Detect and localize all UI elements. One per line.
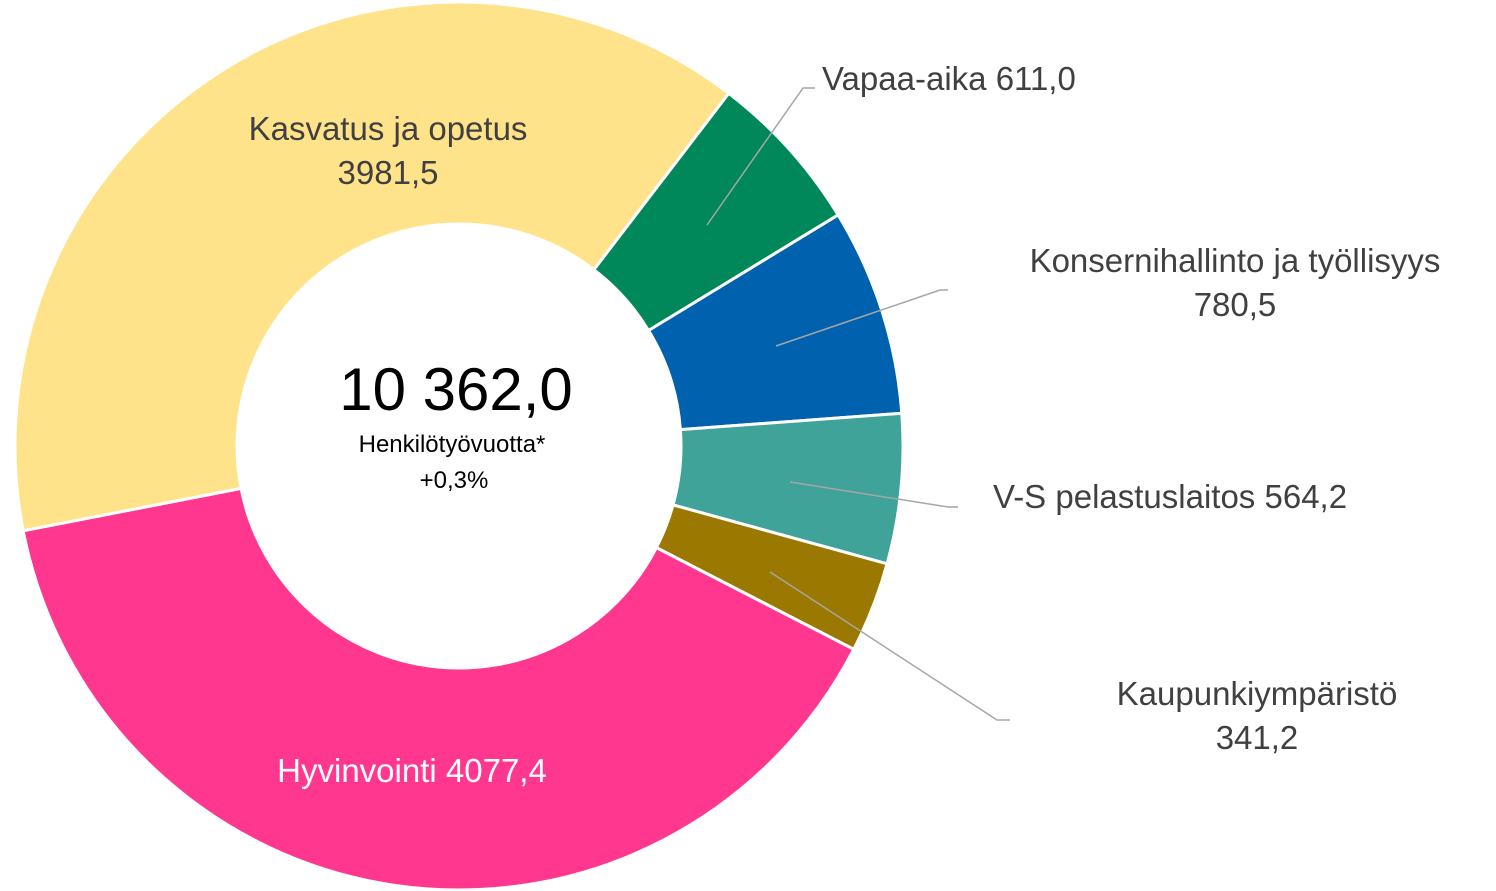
leader-line [789, 481, 958, 508]
data-label: Kasvatus ja opetus 3981,5 [249, 110, 528, 191]
label-name: Kasvatus ja opetus [249, 110, 528, 147]
label-name: V-S pelastuslaitos [993, 478, 1255, 515]
data-label: Vapaa-aika 611,0 [822, 60, 1076, 97]
label-value: 611,0 [996, 60, 1076, 97]
data-label: V-S pelastuslaitos 564,2 [993, 478, 1347, 515]
leader-line [769, 571, 1010, 721]
label-value: 4077,4 [446, 752, 547, 789]
label-value: 780,5 [1194, 286, 1277, 323]
center-label: Henkilötyövuotta* [359, 431, 546, 458]
data-label: Kaupunkiympäristö 341,2 [1117, 675, 1398, 756]
wedge [21, 486, 856, 891]
label-name: Hyvinvointi [277, 752, 437, 789]
data-label: Konsernihallinto ja työllisyys 780,5 [1030, 242, 1441, 323]
label-value: 341,2 [1216, 719, 1299, 756]
leader-line [706, 87, 815, 226]
label-name: Kaupunkiympäristö [1117, 675, 1398, 712]
label-value: 564,2 [1264, 478, 1347, 515]
wedge [13, 0, 731, 533]
data-label: Hyvinvointi 4077,4 [277, 752, 547, 789]
leader-line [775, 289, 948, 347]
wedges [13, 0, 905, 891]
label-name: Konsernihallinto ja työllisyys [1030, 242, 1441, 279]
center-change: +0,3% [420, 467, 489, 494]
label-name: Vapaa-aika [822, 60, 987, 97]
label-value: 3981,5 [338, 154, 439, 191]
center-total: 10 362,0 [339, 356, 573, 423]
